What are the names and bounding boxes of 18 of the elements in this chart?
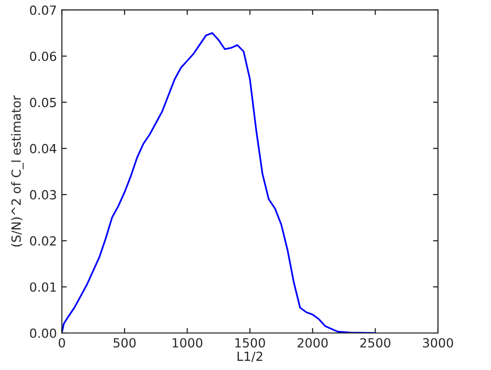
y-tick-label: 0.04 [30, 144, 56, 154]
x-tick-label: 3000 [423, 338, 454, 348]
y-tick-label: 0.03 [30, 190, 56, 200]
y-axis-title: (S/N)^2 of C_l estimator [11, 95, 24, 247]
y-tick-label: 0.01 [30, 282, 56, 292]
x-tick-label: 1500 [235, 338, 265, 348]
line-series [62, 32, 376, 333]
x-tick-label: 2500 [360, 338, 390, 348]
x-tick-label: 500 [114, 338, 136, 348]
y-tick-label: 0.06 [30, 52, 56, 62]
y-tick-label: 0.05 [30, 98, 56, 108]
y-tick-label: 0.07 [30, 5, 56, 15]
x-tick-label: 2000 [298, 338, 328, 348]
x-axis-title: L1/2 [238, 352, 262, 362]
y-tick-label: 0.02 [30, 236, 56, 246]
y-tick-label: 0.00 [30, 328, 56, 338]
x-tick-label: 0 [58, 338, 66, 348]
x-tick-label: 1000 [172, 338, 202, 348]
